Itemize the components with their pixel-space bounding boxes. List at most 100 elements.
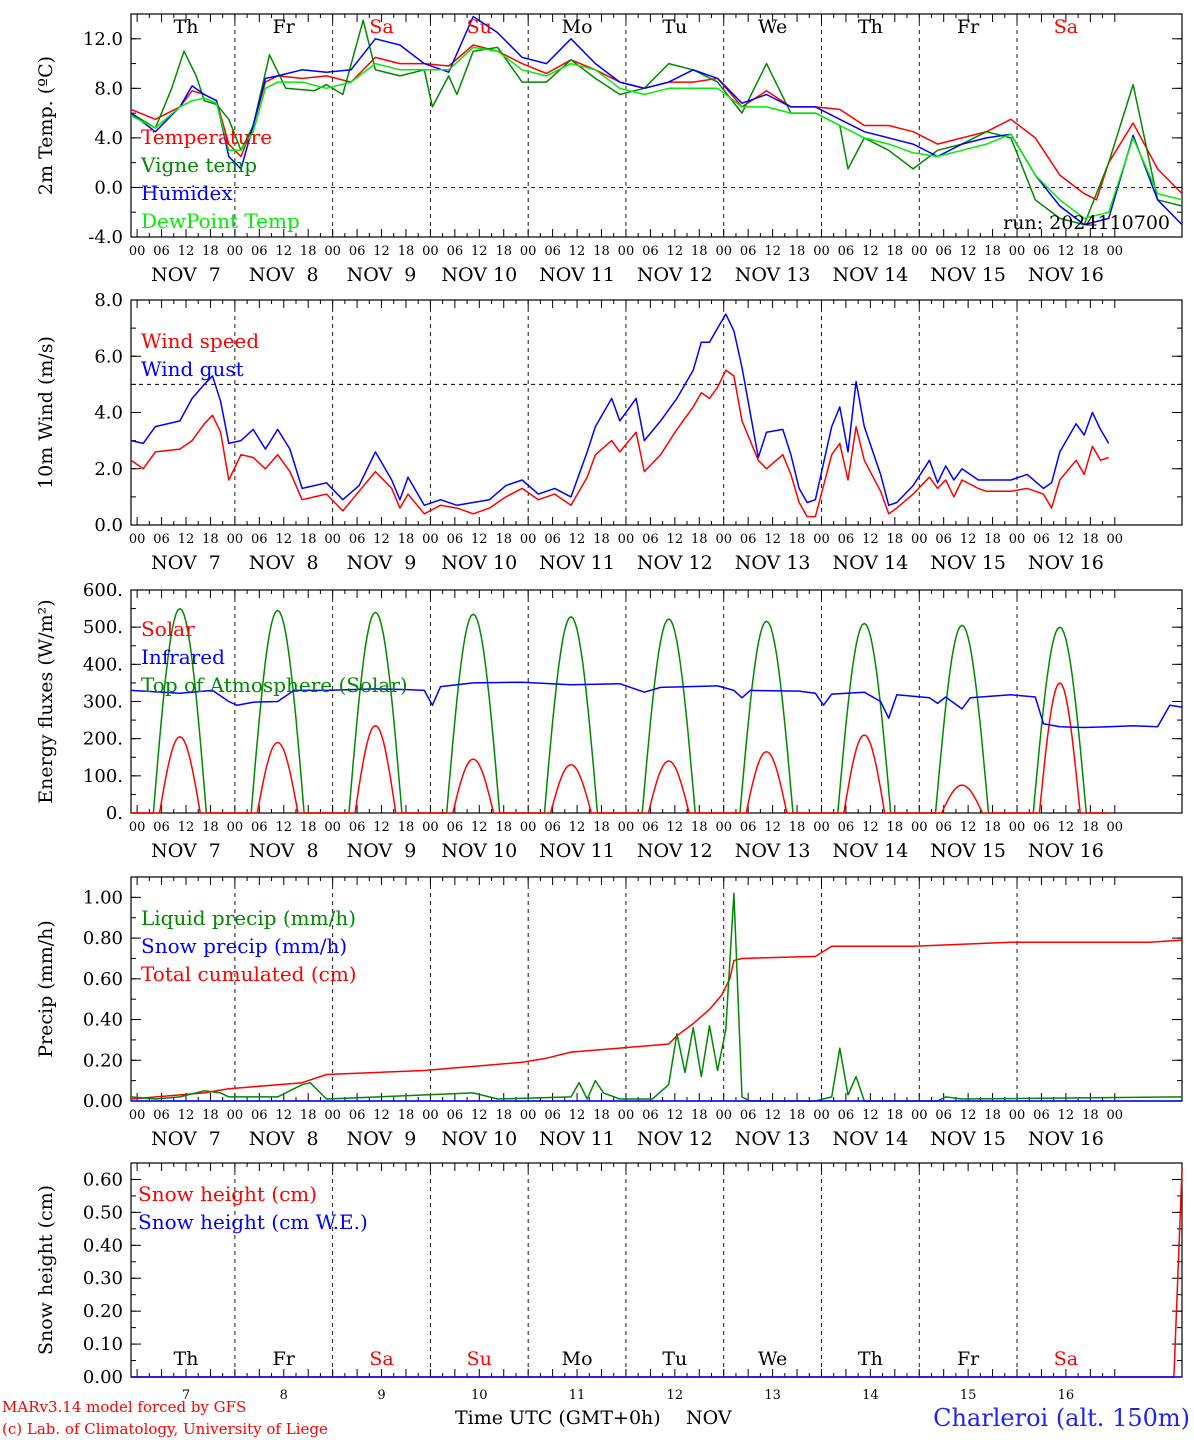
date-label: NOV 14 xyxy=(832,552,908,574)
hour-label: 00 xyxy=(129,820,146,835)
hour-label: 18 xyxy=(789,532,806,547)
hour-label: 18 xyxy=(495,244,512,259)
panel-5: 0.60 0.50 0.40 0.30 0.20 0.10 0.00 Snow height … xyxy=(35,1162,1183,1403)
y-tick-label: 0.00 xyxy=(83,1367,123,1388)
hour-label: 00 xyxy=(1107,532,1124,547)
date-label: NOV 16 xyxy=(1028,840,1104,862)
hour-label: 00 xyxy=(324,1108,341,1123)
day-name: Su xyxy=(467,1348,492,1370)
y-tick-label: 400. xyxy=(83,654,123,675)
date-label: NOV 15 xyxy=(930,552,1006,574)
hour-label: 00 xyxy=(324,820,341,835)
date-label: NOV 14 xyxy=(832,1128,908,1150)
hour-label: 18 xyxy=(300,820,317,835)
hour-label: 18 xyxy=(398,244,415,259)
hour-label: 18 xyxy=(398,1108,415,1123)
hour-label: 00 xyxy=(813,244,830,259)
hour-label: 00 xyxy=(520,244,537,259)
location-title: Charleroi (alt. 150m) xyxy=(933,1404,1190,1432)
hour-label: 12 xyxy=(373,1108,390,1123)
y-tick-label: 2.0 xyxy=(94,459,123,480)
hour-label: 00 xyxy=(911,820,928,835)
hour-label: 12 xyxy=(960,532,977,547)
hour-label: 06 xyxy=(1033,244,1050,259)
hour-label: 06 xyxy=(544,820,561,835)
hour-label: 18 xyxy=(202,532,219,547)
hour-label: 18 xyxy=(887,532,904,547)
day-number: 16 xyxy=(1058,1388,1075,1403)
hour-label: 18 xyxy=(789,1108,806,1123)
hour-label: 12 xyxy=(862,1108,879,1123)
y-tick-label: 4.0 xyxy=(94,403,123,424)
day-number: 9 xyxy=(377,1388,385,1403)
series-temperature xyxy=(130,44,1183,201)
date-label: NOV 9 xyxy=(347,840,417,862)
y-tick-label: 0.60 xyxy=(83,1169,123,1190)
date-label: NOV 13 xyxy=(735,840,811,862)
hour-label: 00 xyxy=(911,532,928,547)
x-axis-month: NOV xyxy=(686,1407,732,1429)
hour-label: 06 xyxy=(838,244,855,259)
date-label: NOV 9 xyxy=(347,1128,417,1150)
hour-label: 18 xyxy=(593,1108,610,1123)
day-name: We xyxy=(758,1348,787,1370)
day-name: Mo xyxy=(562,1348,593,1370)
day-name: Tu xyxy=(662,16,687,38)
hour-label: 00 xyxy=(1107,1108,1124,1123)
series-vigne-temp xyxy=(130,19,1183,226)
date-label: NOV 10 xyxy=(441,840,517,862)
legend-entry: Wind speed xyxy=(141,329,259,353)
date-label: NOV 7 xyxy=(151,840,221,862)
hour-label: 18 xyxy=(300,244,317,259)
hour-label: 00 xyxy=(715,820,732,835)
hour-label: 06 xyxy=(349,1108,366,1123)
day-name: Fr xyxy=(957,16,980,38)
hour-label: 12 xyxy=(960,820,977,835)
hour-label: 18 xyxy=(984,244,1001,259)
hour-label: 06 xyxy=(349,820,366,835)
day-name: Tu xyxy=(662,1348,687,1370)
hour-label: 06 xyxy=(642,244,659,259)
date-label: NOV 16 xyxy=(1028,1128,1104,1150)
hour-label: 06 xyxy=(251,244,268,259)
y-axis-title: Snow height (cm) xyxy=(35,1185,57,1355)
date-label: NOV 11 xyxy=(539,552,615,574)
hour-label: 18 xyxy=(593,244,610,259)
hour-label: 12 xyxy=(667,244,684,259)
hour-label: 12 xyxy=(275,244,292,259)
hour-label: 00 xyxy=(129,532,146,547)
y-tick-label: 0. xyxy=(106,803,123,824)
hour-label: 00 xyxy=(422,532,439,547)
day-number: 10 xyxy=(471,1388,488,1403)
run-annotation: run: 2024110700 xyxy=(1003,212,1170,234)
legend-entry: Liquid precip (mm/h) xyxy=(141,906,356,930)
day-name: Fr xyxy=(273,16,296,38)
hour-label: 18 xyxy=(202,244,219,259)
date-label: NOV 8 xyxy=(249,264,319,286)
hour-label: 18 xyxy=(691,244,708,259)
y-tick-label: 4.0 xyxy=(94,128,123,149)
y-tick-label: 1.00 xyxy=(83,887,123,908)
y-tick-label: 200. xyxy=(83,729,123,750)
date-label: NOV 7 xyxy=(151,1128,221,1150)
hour-label: 00 xyxy=(422,1108,439,1123)
series-liquid-precip-mm-h xyxy=(130,892,1183,1102)
hour-label: 00 xyxy=(1009,820,1026,835)
y-tick-label: 0.20 xyxy=(83,1301,123,1322)
day-name: Sa xyxy=(369,16,393,38)
y-tick-label: 500. xyxy=(83,617,123,638)
panel-2: 8.0 6.0 4.0 2.0 0.0 10m Wind (m/s) Wind speed W… xyxy=(35,290,1183,574)
legend-entry: Vigne temp xyxy=(140,153,257,177)
y-axis-title: Precip (mm/h) xyxy=(35,920,57,1058)
hour-label: 00 xyxy=(1107,820,1124,835)
hour-label: 06 xyxy=(153,244,170,259)
day-name: Th xyxy=(174,1348,199,1370)
hour-label: 18 xyxy=(202,820,219,835)
y-tick-label: 0.40 xyxy=(83,1235,123,1256)
day-name: Sa xyxy=(1054,1348,1078,1370)
hour-label: 12 xyxy=(667,532,684,547)
day-name: Sa xyxy=(1054,16,1078,38)
day-name: We xyxy=(758,16,787,38)
hour-label: 18 xyxy=(495,820,512,835)
hour-label: 18 xyxy=(691,1108,708,1123)
